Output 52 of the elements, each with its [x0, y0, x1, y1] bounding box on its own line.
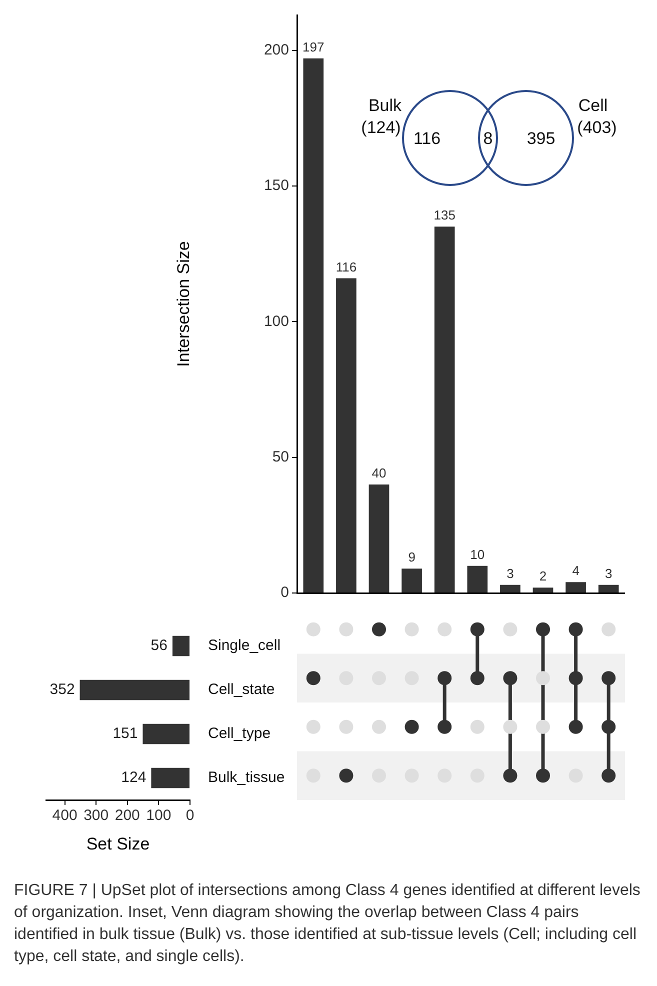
data-label: 4	[572, 563, 580, 578]
y-tick-label: Cell_state	[208, 681, 275, 698]
bar	[500, 584, 520, 592]
x-tick-label: 400	[52, 807, 78, 824]
bar	[402, 568, 422, 592]
bar	[336, 278, 356, 592]
x-tick-label: 300	[84, 807, 109, 824]
bar	[151, 768, 190, 788]
annotation: (124)	[361, 118, 401, 137]
y-tick-label: Bulk_tissue	[208, 769, 285, 786]
x-tick-label: 200	[114, 807, 140, 824]
data-label: 116	[336, 259, 357, 274]
annotation: 8	[483, 129, 493, 148]
data-label: 197	[302, 39, 324, 54]
annotation: (403)	[577, 118, 617, 137]
y-tick-label: 0	[280, 584, 289, 602]
y-tick-label: Single_cell	[208, 637, 281, 654]
data-label: 40	[372, 466, 386, 481]
data-label: 3	[506, 566, 514, 581]
data-label: 151	[112, 725, 138, 742]
bar	[467, 566, 488, 592]
category-label: Cell	[578, 96, 608, 115]
data-label: 10	[470, 546, 485, 562]
data-label: 124	[121, 769, 146, 786]
annotation: 395	[526, 129, 556, 148]
bar	[566, 582, 586, 592]
data-label: 56	[150, 637, 168, 654]
x-axis-title: Set Size	[86, 834, 150, 854]
y-tick-label: 100	[264, 312, 289, 330]
data-label: 2	[539, 568, 547, 584]
bar	[368, 484, 390, 592]
y-tick-label: 150	[264, 177, 289, 194]
bar	[303, 58, 324, 592]
category-label: Bulk	[368, 96, 402, 115]
data-label: 9	[408, 550, 416, 565]
y-tick-label: Cell_type	[208, 725, 271, 742]
y-axis-title: Intersection Size	[174, 241, 193, 367]
data-label: 135	[434, 208, 456, 223]
y-tick-label: 200	[264, 41, 289, 58]
data-label: 3	[604, 566, 612, 581]
bar	[172, 636, 190, 656]
bar	[598, 584, 619, 592]
bar	[532, 588, 554, 592]
bar	[434, 226, 455, 592]
bar	[142, 724, 190, 744]
caption: FIGURE 7 | UpSet plot of intersections among Class 4 genes identified at different levels of organization. Inset, Venn diagram showing the overlap between Class 4 pairs identified in bulk tissue (Bulk) vs. those identified at sub-tissue levels (Cell; including cell type, cell state, and single cells).	[14, 881, 642, 967]
data-label: 352	[50, 681, 75, 698]
bar	[80, 680, 190, 700]
annotation: 116	[413, 129, 441, 148]
y-tick-label: 50	[272, 448, 289, 466]
x-tick-label: 100	[146, 807, 172, 824]
x-tick-label: 0	[186, 807, 194, 824]
